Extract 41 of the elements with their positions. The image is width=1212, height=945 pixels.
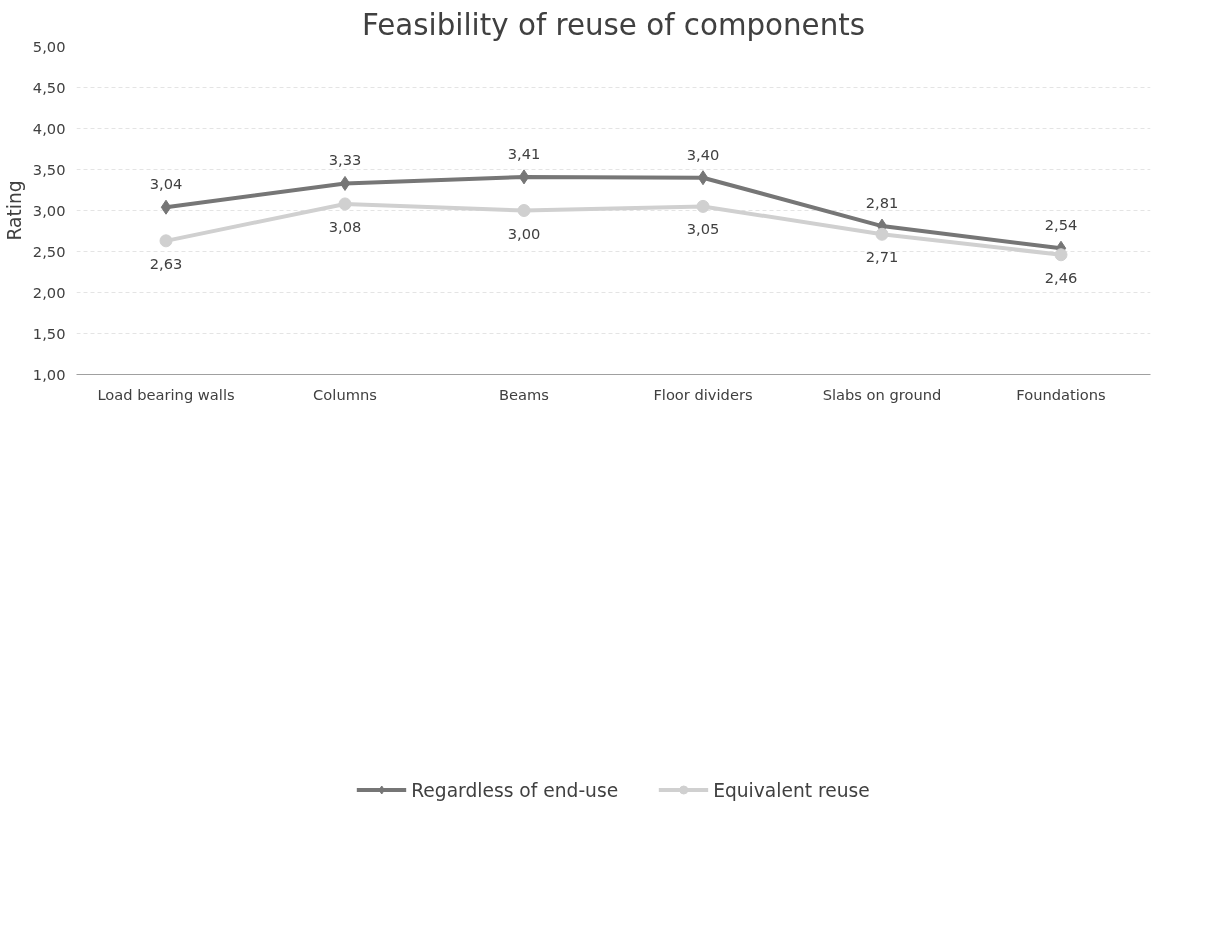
- data-label: 3,33: [328, 151, 362, 169]
- data-label: 2,46: [1044, 268, 1078, 286]
- x-tick-label: Floor dividers: [653, 385, 753, 403]
- data-label: 3,00: [507, 224, 541, 242]
- y-tick-label: 1,50: [32, 324, 66, 342]
- point: [159, 234, 173, 248]
- x-tick-label: Columns: [313, 385, 377, 403]
- chart-title: Feasibility of reuse of components: [361, 7, 866, 42]
- data-label: 2,63: [149, 254, 183, 272]
- y-tick-label: 3,00: [32, 201, 66, 219]
- data-label: 2,81: [865, 194, 899, 212]
- y-tick-label: 5,00: [32, 37, 66, 55]
- data-label: 3,08: [328, 217, 362, 235]
- data-label: 3,41: [507, 144, 541, 162]
- y-tick-label: 3,50: [32, 160, 66, 178]
- x-tick-label: Beams: [499, 385, 549, 403]
- x-tick-label: Slabs on ground: [822, 385, 942, 403]
- legend-label: Equivalent reuse: [713, 779, 870, 801]
- y-tick-label: 1,00: [32, 365, 66, 383]
- point: [875, 227, 889, 241]
- point: [517, 204, 531, 217]
- point: [518, 169, 530, 185]
- point: [160, 199, 172, 215]
- point: [697, 170, 709, 186]
- y-tick-label: 2,50: [32, 242, 66, 260]
- y-tick-label: 4,50: [32, 78, 66, 96]
- data-label: 3,04: [149, 175, 183, 193]
- x-tick-label: Foundations: [1016, 385, 1106, 403]
- point: [338, 197, 352, 211]
- data-label: 2,71: [865, 248, 899, 266]
- x-tick-label: Load bearing walls: [97, 385, 235, 403]
- point: [696, 199, 710, 213]
- y-tick-label: 2,00: [32, 283, 66, 301]
- y-tick-label: 4,00: [32, 119, 66, 137]
- legend-label: Regardless of end-use: [411, 779, 619, 801]
- data-label: 3,40: [686, 145, 720, 163]
- data-label: 3,05: [686, 220, 720, 238]
- point: [339, 175, 351, 191]
- data-label: 2,54: [1044, 216, 1078, 234]
- point: [1054, 248, 1068, 262]
- y-axis-title: Rating: [3, 180, 25, 241]
